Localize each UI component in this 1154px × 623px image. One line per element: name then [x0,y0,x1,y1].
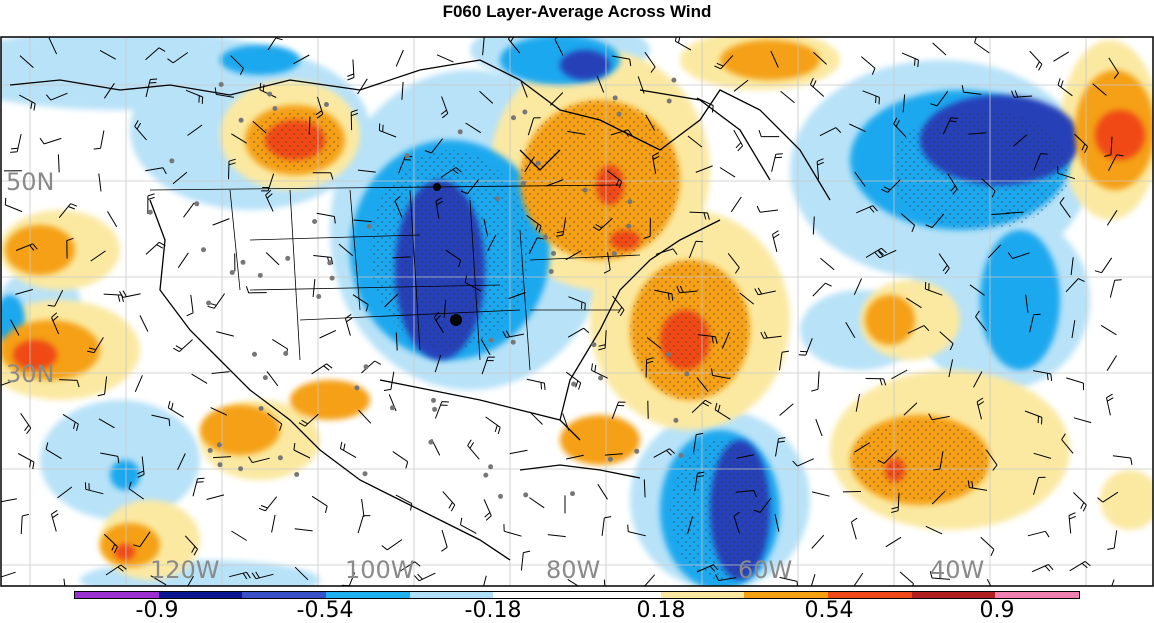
station-dot [283,351,288,356]
station-dot [570,491,575,496]
map-title: F060 Layer-Average Across Wind [0,2,1154,22]
station-dot [626,224,631,229]
station-dot [267,92,272,97]
station-dot [671,78,676,83]
station-dot [488,464,493,469]
station-dot [523,492,528,497]
station-dot [613,95,618,100]
station-dot [312,219,317,224]
station-dot [598,376,603,381]
station-dot [673,418,678,423]
station-dot [364,364,369,369]
station-dot [521,181,526,186]
station-dot [522,110,527,115]
station-dot [294,472,299,477]
station-dot [489,338,494,343]
station-dot [634,449,639,454]
station-dot [666,352,671,357]
station-dot [458,129,463,134]
large-marker [450,314,462,326]
station-dot [327,260,332,265]
station-dot [679,453,684,458]
across-wind-map [0,0,1154,590]
longitude-label-40w: 40W [930,556,984,584]
colorbar-tick-label: -0.9 [136,598,179,623]
station-dot [238,466,243,471]
station-dot [498,494,503,499]
station-dot [511,115,516,120]
station-dot [278,455,283,460]
large-marker [433,183,441,191]
longitude-label-100w: 100W [345,556,415,584]
station-dot [543,235,548,240]
station-dot [667,99,672,104]
station-dot [241,260,246,265]
colorbar-tick-label: -0.18 [465,598,522,623]
station-dot [536,161,541,166]
station-dot [218,462,223,467]
station-dot [367,224,372,229]
latitude-label-50n: 50N [6,168,55,196]
station-dot [495,196,500,201]
station-dot [431,398,436,403]
station-dot [169,158,174,163]
station-dot [608,457,613,462]
station-dot [571,382,576,387]
station-dot [219,82,224,87]
longitude-label-80w: 80W [546,556,600,584]
station-dot [316,294,321,299]
station-dot [259,406,264,411]
station-dot [627,199,632,204]
station-dot [273,106,278,111]
station-dot [201,247,206,252]
station-dot [583,188,588,193]
station-dot [252,352,257,357]
station-dot [258,273,263,278]
station-dot [217,442,222,447]
station-dot [363,471,368,476]
station-dot [206,301,211,306]
station-dot [684,371,689,376]
station-dot [483,473,488,478]
station-dot [549,269,554,274]
station-dot [405,153,410,158]
station-dot [390,405,395,410]
station-dot [324,102,329,107]
station-dot [428,440,433,445]
station-dot [612,251,617,256]
station-dot [285,256,290,261]
station-dot [617,112,622,117]
longitude-label-60w: 60W [738,556,792,584]
station-dot [208,448,213,453]
colorbar-tick-label: 0.18 [637,598,686,623]
station-dot [239,118,244,123]
station-dot [148,210,153,215]
station-dot [194,201,199,206]
station-dot [230,270,235,275]
longitude-label-120w: 120W [150,556,220,584]
station-dot [330,276,335,281]
station-dot [263,375,268,380]
colorbar-tick-label: 0.54 [805,598,854,623]
station-dot [354,385,359,390]
colorbar-tick-label: -0.54 [297,598,354,623]
station-dot [432,407,437,412]
colorbar-tick-label: 0.9 [980,598,1015,623]
colorbar [74,591,1080,599]
station-dot [591,342,596,347]
station-dot [551,251,556,256]
station-dot [511,340,516,345]
latitude-label-30n: 30N [6,360,55,388]
